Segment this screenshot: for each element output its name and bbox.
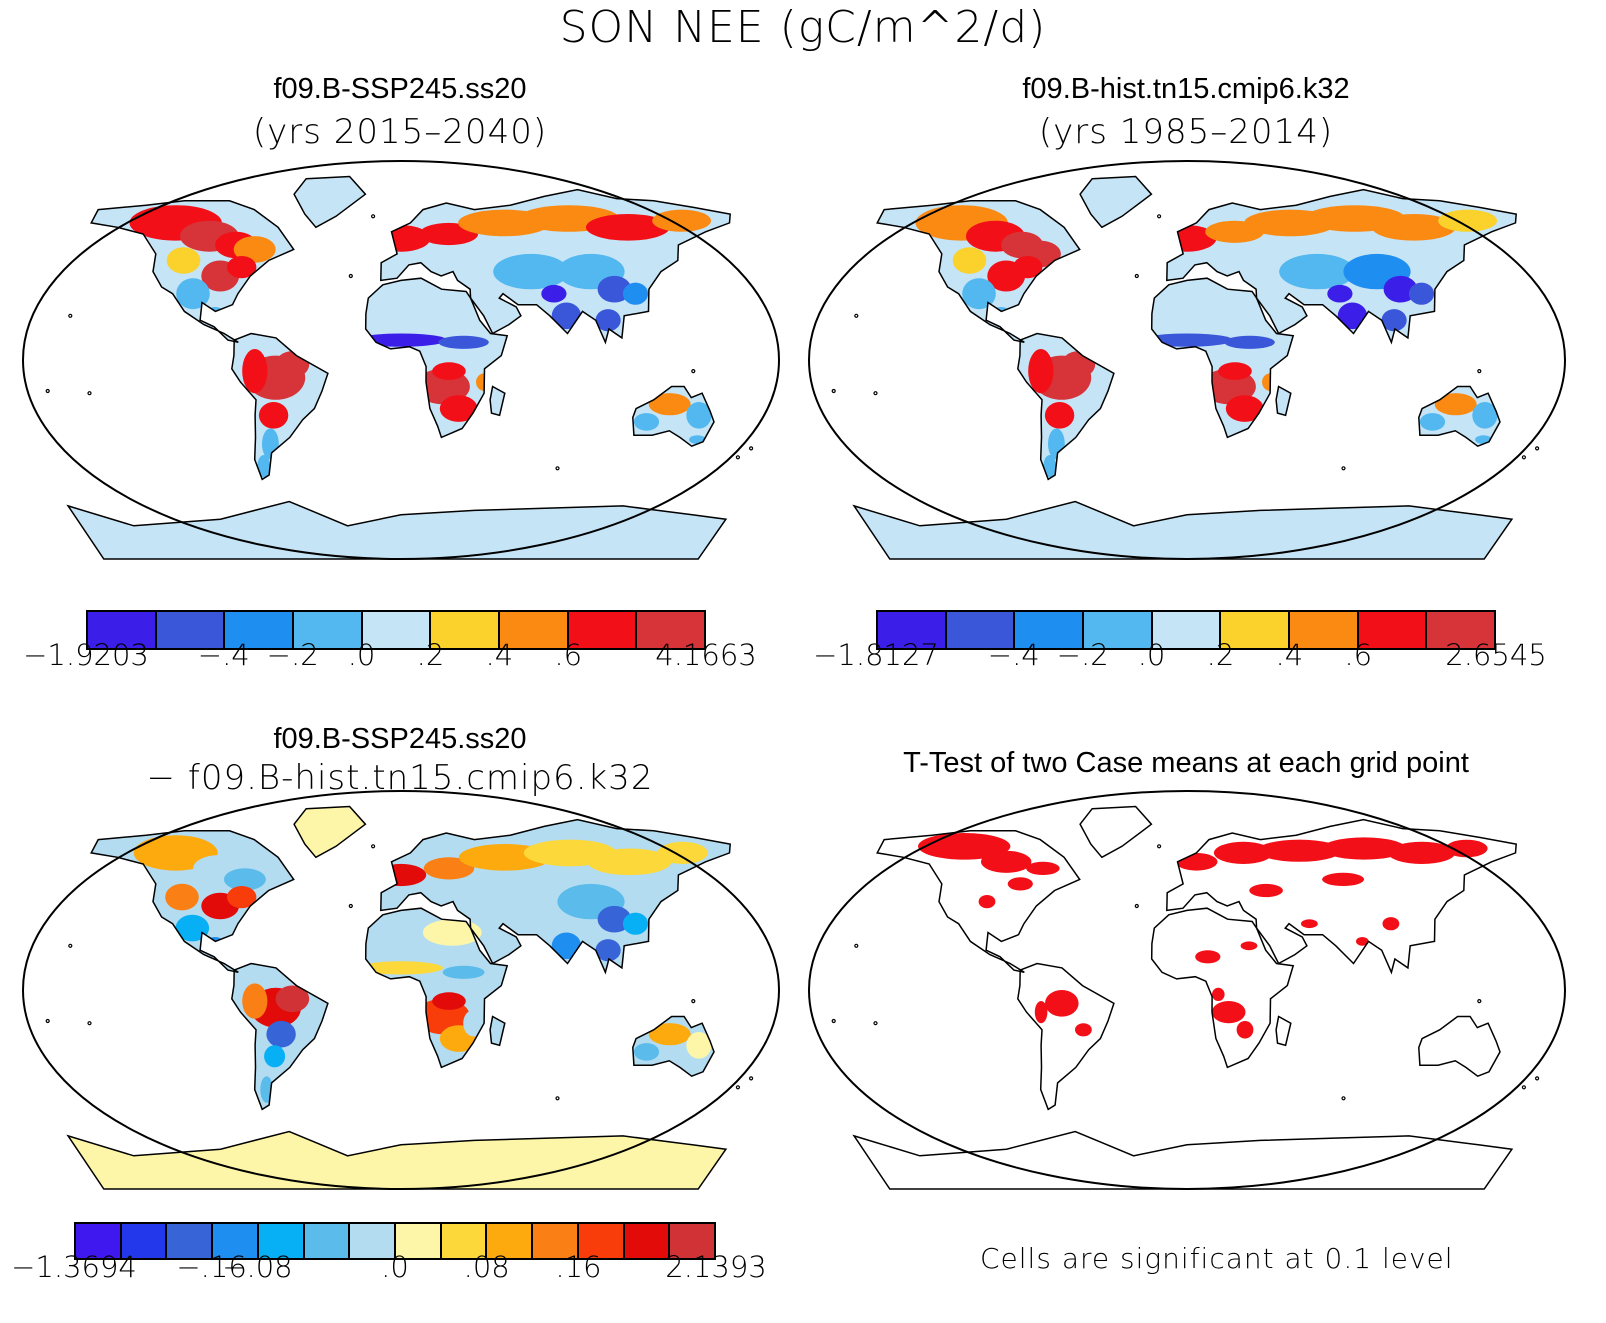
colorbar-tick-label: −.08 xyxy=(222,1250,293,1284)
colorbar-tick-label: −1.8127 xyxy=(813,638,939,672)
map-difference xyxy=(22,790,780,1190)
colorbar-swatch xyxy=(568,612,638,648)
colorbar-tick-label: −1.9203 xyxy=(23,638,149,672)
colorbar-swatch xyxy=(441,1224,488,1258)
colorbar-tick-label: 2.1393 xyxy=(665,1250,767,1284)
colorbar-swatch xyxy=(431,612,501,648)
colorbar-swatch xyxy=(350,1224,397,1258)
colorbar-tick-label: 2.6545 xyxy=(1445,638,1547,672)
colorbar-difference xyxy=(74,1222,716,1260)
colorbar-swatch xyxy=(533,1224,579,1258)
panel-case-title: f09.B-SSP245.ss20 xyxy=(273,73,527,105)
colorbar-tick-label: −.2 xyxy=(266,638,319,672)
colorbar-swatch xyxy=(76,1224,122,1258)
colorbar-swatch xyxy=(225,612,295,648)
colorbar-swatch xyxy=(878,612,947,648)
colorbar-swatch xyxy=(487,1224,534,1258)
colorbar-swatch xyxy=(213,1224,259,1258)
colorbar-swatch xyxy=(1427,612,1495,648)
colorbar-swatch xyxy=(396,1224,442,1258)
panel-case-years: (yrs 2015–2040) xyxy=(252,112,548,152)
colorbar-swatch xyxy=(1290,612,1359,648)
colorbar-tick-label: −1.3694 xyxy=(11,1250,137,1284)
colorbar-tick-label: .0 xyxy=(1137,638,1166,672)
colorbar-swatch xyxy=(578,1224,625,1258)
significance-note: Cells are significant at 0.1 level xyxy=(980,1242,1454,1275)
colorbar-tick-label: .2 xyxy=(416,638,445,672)
colorbar-swatch xyxy=(1015,612,1085,648)
colorbar-tick-label: .16 xyxy=(555,1250,602,1284)
map-ttest xyxy=(808,790,1566,1190)
colorbar-tick-label: .0 xyxy=(347,638,376,672)
colorbar-swatch xyxy=(294,612,363,648)
colorbar-tick-label: .6 xyxy=(554,638,583,672)
colorbar-tick-label: −.4 xyxy=(197,638,250,672)
colorbar-tick-label: .4 xyxy=(1275,638,1304,672)
colorbar-tick-label: .0 xyxy=(381,1250,409,1284)
colorbar-tick-label: −.2 xyxy=(1056,638,1109,672)
colorbar-swatch xyxy=(167,1224,214,1258)
colorbar-swatch xyxy=(946,612,1016,648)
colorbar-swatch xyxy=(362,612,432,648)
colorbar-case xyxy=(86,610,706,650)
panel-control-years: (yrs 1985–2014) xyxy=(1038,112,1334,152)
figure-title: SON NEE (gC/m^2/d) xyxy=(559,2,1047,53)
colorbar-tick-label: 4.1663 xyxy=(655,638,757,672)
panel-control-title: f09.B-hist.tn15.cmip6.k32 xyxy=(1022,73,1350,105)
colorbar-swatch xyxy=(670,1224,715,1258)
colorbar-swatch xyxy=(258,1224,305,1258)
map-control xyxy=(808,160,1566,560)
colorbar-swatch xyxy=(624,1224,671,1258)
colorbar-swatch xyxy=(1084,612,1153,648)
colorbar-swatch xyxy=(637,612,705,648)
colorbar-swatch xyxy=(121,1224,168,1258)
colorbar-tick-label: −.4 xyxy=(987,638,1040,672)
colorbar-tick-label: .6 xyxy=(1344,638,1373,672)
map-case xyxy=(22,160,780,560)
colorbar-swatch xyxy=(156,612,226,648)
colorbar-tick-label: .08 xyxy=(463,1250,510,1284)
colorbar-swatch xyxy=(500,612,569,648)
colorbar-swatch xyxy=(1221,612,1291,648)
colorbar-swatch xyxy=(88,612,157,648)
colorbar-tick-label: −.16 xyxy=(176,1250,247,1284)
colorbar-swatch xyxy=(1152,612,1222,648)
colorbar-swatch xyxy=(304,1224,351,1258)
panel-difference-title: f09.B-SSP245.ss20 xyxy=(273,723,527,755)
panel-ttest-title: T-Test of two Case means at each grid po… xyxy=(903,747,1469,779)
colorbar-tick-label: .4 xyxy=(485,638,514,672)
colorbar-tick-label: .2 xyxy=(1206,638,1235,672)
colorbar-control xyxy=(876,610,1496,650)
colorbar-swatch xyxy=(1358,612,1428,648)
